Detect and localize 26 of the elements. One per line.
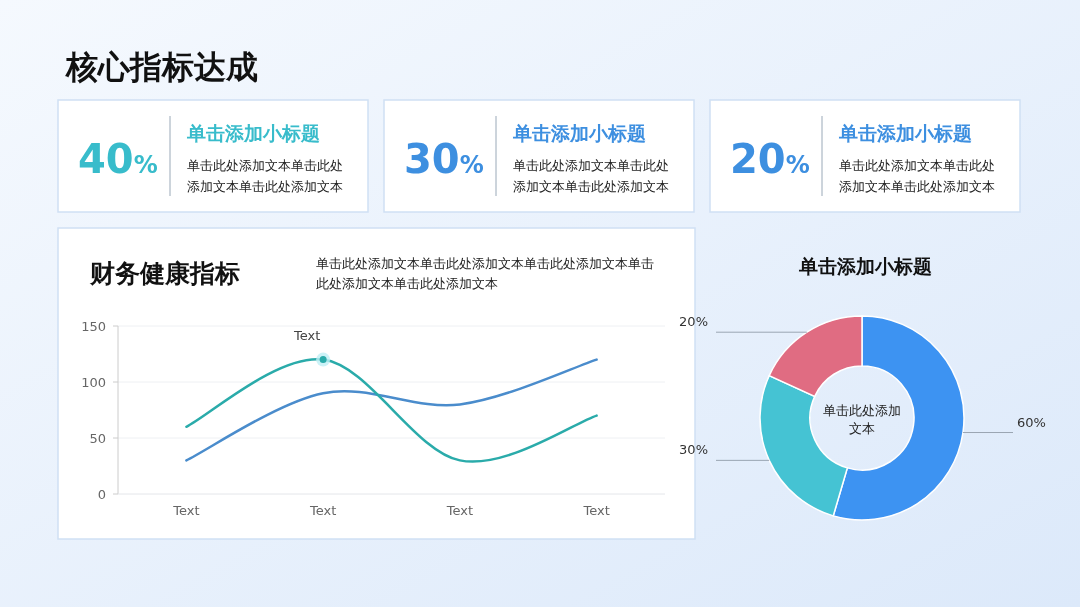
text: 单击此处添加文本单击此处添加文本单击此处添加文本	[513, 158, 669, 194]
y-tick-label: 0	[97, 487, 106, 502]
text: 单击此处添加文本	[823, 403, 901, 436]
text: 单击添加小标题	[512, 122, 646, 144]
y-tick-label: 100	[81, 375, 106, 390]
chart-subtitle: 单击此处添加文本单击此处添加文本单击此处添加文本单击此处添加文本单击此处添加文本	[316, 256, 654, 291]
data-label: 30%	[679, 442, 708, 458]
x-tick-label: Text	[308, 503, 337, 518]
data-label: 60%	[1017, 414, 1046, 430]
annotation: Text	[292, 327, 321, 343]
y-tick-label: 150	[81, 319, 106, 334]
data-label: 20%	[679, 314, 708, 330]
text: 核心指标达成	[65, 48, 258, 86]
text: 20%	[730, 136, 810, 182]
chart-title: 单击添加小标题	[797, 255, 932, 277]
text: 单击此处添加文本单击此处添加文本单击此处添加文本	[839, 158, 995, 194]
chart-title: 财务健康指标	[89, 259, 240, 288]
x-tick-label: Text	[582, 503, 610, 518]
text: 单击添加小标题	[186, 122, 320, 144]
text: 40%	[78, 136, 158, 182]
text: 单击此处添加文本单击此处添加文本单击此处添加文本	[187, 158, 343, 194]
y-tick-label: 50	[89, 431, 106, 446]
text: 30%	[404, 136, 484, 182]
x-tick-label: Text	[172, 503, 200, 518]
x-tick-label: Text	[445, 503, 474, 518]
text: 单击添加小标题	[838, 122, 972, 144]
